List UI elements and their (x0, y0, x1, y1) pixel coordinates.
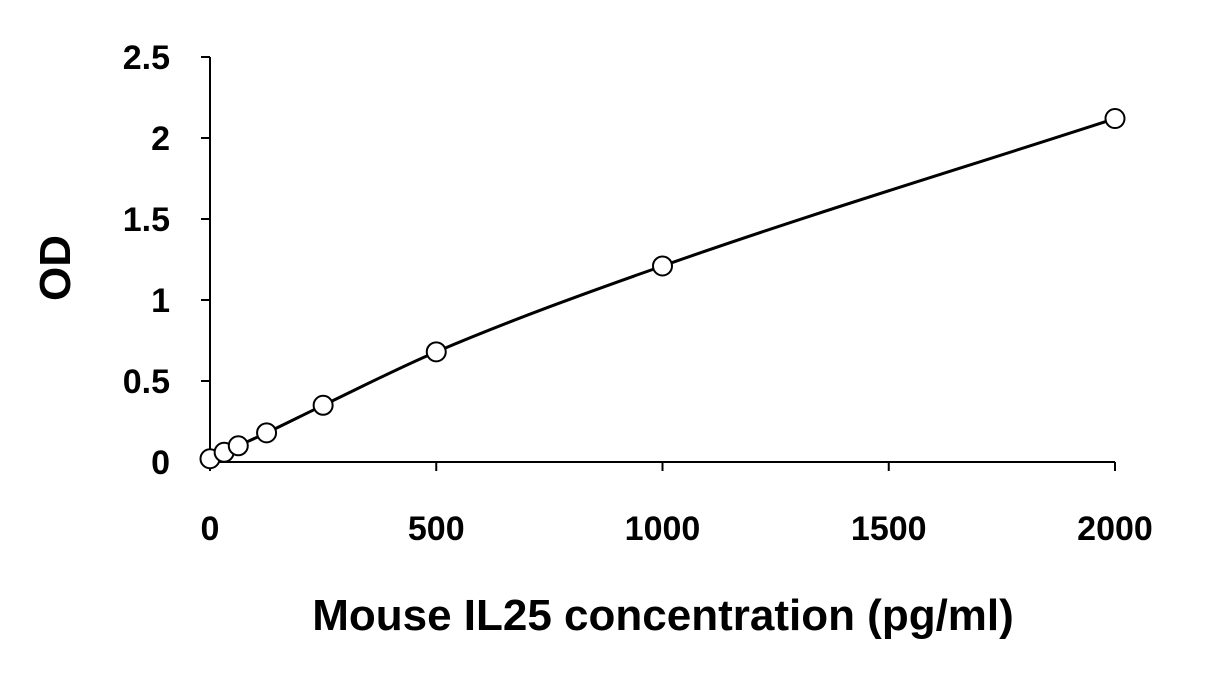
fit-curve (209, 117, 1116, 461)
x-tick-label: 1000 (625, 510, 701, 548)
y-tick-label: 2 (151, 120, 170, 158)
data-point (227, 435, 249, 457)
y-axis-title: OD (31, 235, 80, 301)
data-point (1104, 108, 1126, 130)
fit-curve-layer (209, 117, 1116, 461)
x-tick-label: 0 (201, 510, 220, 548)
y-tick-label: 0.5 (123, 363, 170, 401)
y-tick-label: 2.5 (123, 39, 170, 77)
y-tick-label: 1.5 (123, 201, 170, 239)
data-point (425, 341, 447, 363)
data-point (256, 422, 278, 444)
tick-labels: 0 0.5 1 1.5 2 2.5 0 500 1000 1500 2000 (123, 39, 1153, 548)
data-points (199, 108, 1126, 470)
data-point (652, 255, 673, 277)
x-tick-label: 2000 (1077, 510, 1153, 548)
data-point (312, 394, 334, 416)
x-axis-title: Mouse IL25 concentration (pg/ml) (312, 591, 1014, 640)
x-tick-label: 500 (408, 510, 465, 548)
x-tick-label: 1500 (851, 510, 927, 548)
axes (201, 56, 1116, 471)
y-tick-label: 0 (151, 444, 170, 482)
y-tick-label: 1 (151, 282, 170, 320)
